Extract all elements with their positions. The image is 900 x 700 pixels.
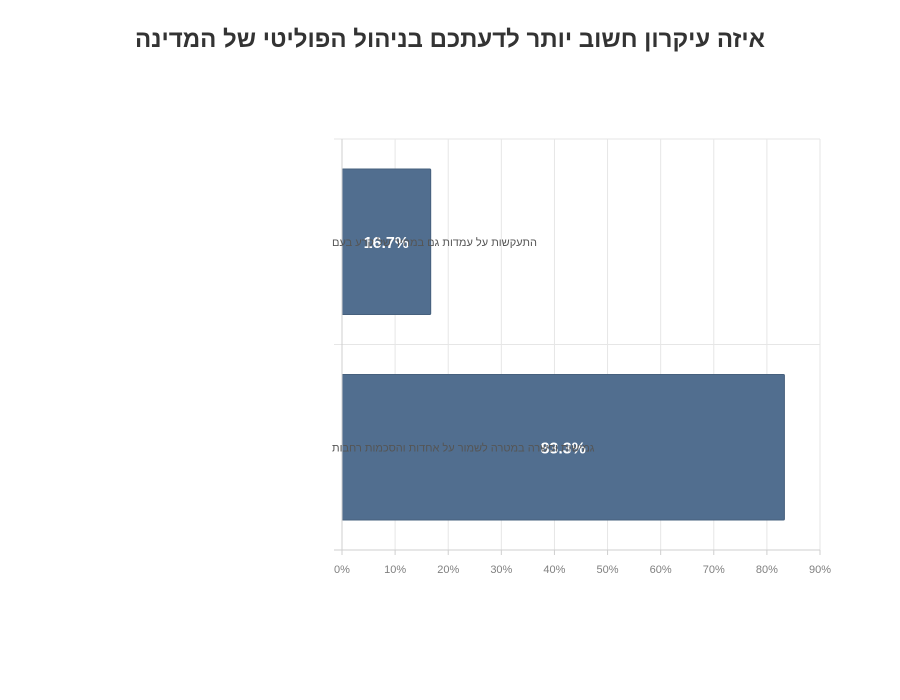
x-tick-label: 30% — [490, 564, 512, 576]
x-tick-label: 60% — [650, 564, 672, 576]
category-label: גמישות ופשרה במטרה לשמור על אחדות והסכמו… — [332, 441, 595, 454]
axes — [341, 139, 821, 555]
x-tick-label: 0% — [334, 564, 350, 576]
x-tick-label: 80% — [756, 564, 778, 576]
category-label: התעקשות על עמדות גם במחיר של קרע בעם — [332, 236, 537, 249]
x-tick-label: 70% — [703, 564, 725, 576]
x-tick-label: 20% — [437, 564, 459, 576]
bar-value-label: 83.3% — [541, 440, 586, 457]
x-tick-label: 50% — [597, 564, 619, 576]
x-tick-label: 10% — [384, 564, 406, 576]
labels: 0% 10% 20% 30% 40% 50% 60% 70% 80% 90% 16.7%התעקשו… — [332, 235, 831, 576]
bar-value-label: 16.7% — [364, 235, 409, 252]
x-tick-label: 40% — [543, 564, 565, 576]
x-tick-label: 90% — [809, 564, 831, 576]
bars — [341, 168, 785, 521]
chart-title: איזה עיקרון חשוב יותר לדעתכם בניהול הפול… — [134, 26, 766, 53]
gridlines — [334, 138, 821, 551]
